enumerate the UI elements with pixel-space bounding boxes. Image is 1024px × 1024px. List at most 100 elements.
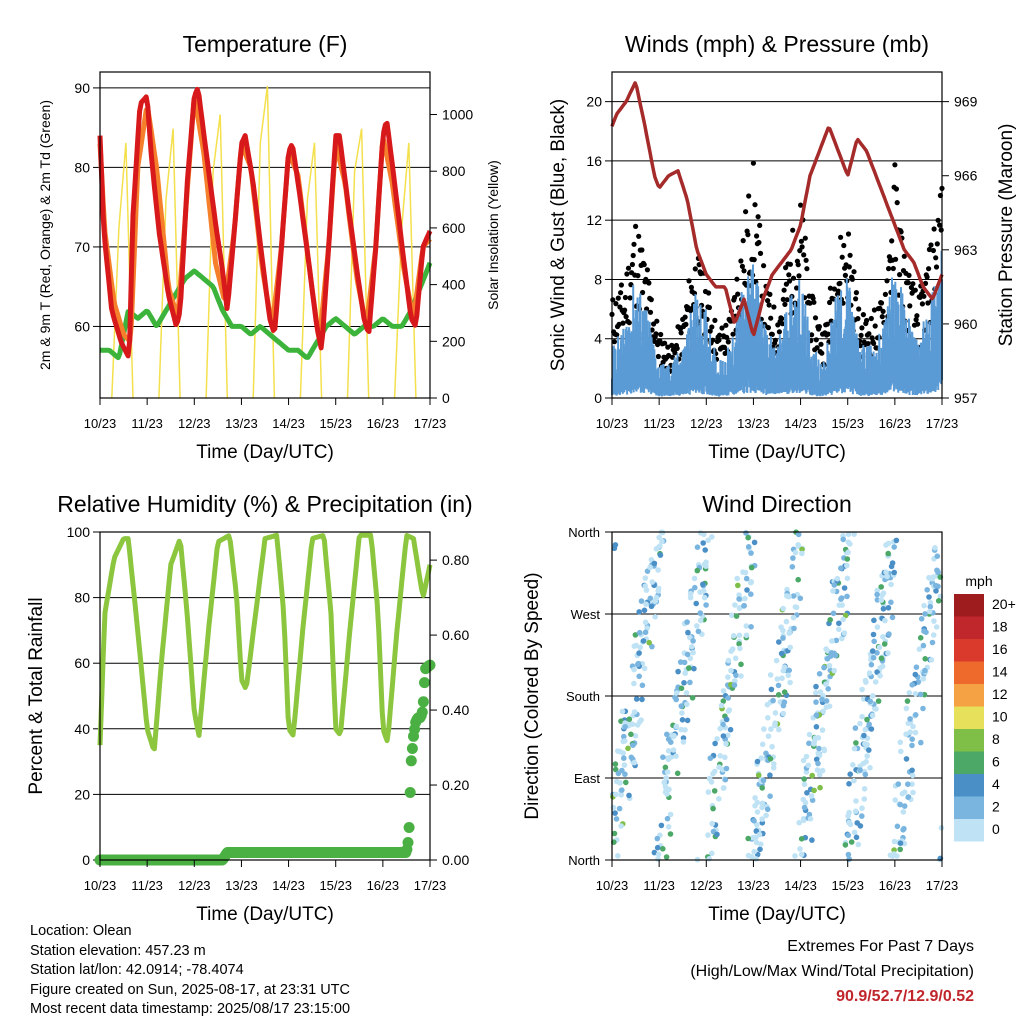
- direction-point: [702, 547, 708, 553]
- direction-point: [757, 846, 763, 853]
- direction-point: [795, 576, 801, 583]
- direction-point: [853, 798, 859, 804]
- direction-point: [797, 846, 803, 852]
- direction-point: [765, 733, 772, 739]
- gust-point: [730, 331, 736, 337]
- direction-point: [663, 854, 670, 860]
- direction-point: [785, 672, 792, 679]
- direction-point: [611, 830, 618, 837]
- gust-point: [686, 278, 692, 284]
- direction-point: [813, 690, 819, 696]
- y2-tick-label: 400: [442, 277, 466, 293]
- x-tick-label: 11/23: [643, 878, 675, 893]
- direction-point: [864, 753, 870, 759]
- gust-point: [719, 325, 725, 331]
- direction-point: [816, 771, 823, 778]
- direction-point: [853, 740, 859, 746]
- y-tick-label: 80: [74, 590, 90, 606]
- gust-point: [757, 222, 763, 228]
- legend-swatch: [954, 751, 984, 774]
- x-tick-label: 15/23: [831, 878, 864, 893]
- direction-point: [934, 567, 940, 574]
- direction-point: [792, 604, 799, 610]
- gust-point: [897, 272, 903, 278]
- gust-point: [678, 330, 684, 336]
- direction-point: [697, 610, 704, 616]
- direction-point: [857, 767, 863, 773]
- direction-point: [748, 564, 755, 571]
- gust-point: [919, 301, 926, 307]
- gust-point: [878, 300, 885, 306]
- gust-point: [786, 272, 792, 278]
- gust-point: [683, 321, 689, 327]
- direction-point: [664, 815, 671, 822]
- direction-point: [838, 565, 844, 571]
- direction-point: [614, 778, 620, 785]
- direction-point: [694, 623, 700, 629]
- direction-point: [751, 818, 757, 824]
- gust-point: [741, 268, 747, 274]
- y2-tick-label: 969: [954, 94, 978, 110]
- gust-point: [746, 193, 752, 199]
- y2-tick-label: 957: [954, 390, 978, 406]
- direction-point: [790, 614, 797, 621]
- x-tick-label: 17/23: [414, 878, 447, 893]
- gust-point: [841, 242, 847, 249]
- gust-point: [765, 298, 771, 304]
- direction-point: [711, 788, 718, 794]
- direction-point: [870, 693, 876, 699]
- direction-point: [813, 699, 819, 705]
- legend-label: 4: [992, 776, 1000, 792]
- direction-point: [631, 709, 638, 715]
- gust-point: [618, 290, 624, 296]
- direction-point: [622, 738, 628, 744]
- gust-point: [757, 250, 764, 256]
- direction-point: [770, 697, 776, 704]
- direction-point: [706, 856, 712, 862]
- direction-point: [758, 841, 764, 847]
- gust-point: [622, 294, 629, 301]
- gust-point: [915, 321, 921, 327]
- gust-point: [613, 301, 619, 307]
- plot-frame: [611, 531, 943, 861]
- direction-point: [901, 803, 908, 809]
- direction-point: [809, 772, 815, 779]
- direction-point: [885, 650, 891, 656]
- y-tick-label: North: [568, 853, 600, 868]
- direction-point: [667, 811, 674, 818]
- gust-point: [754, 233, 760, 239]
- direction-point: [825, 686, 831, 692]
- direction-point: [820, 708, 826, 715]
- gust-point: [882, 291, 889, 297]
- direction-point: [772, 720, 778, 726]
- direction-point: [871, 617, 877, 624]
- direction-point: [933, 588, 939, 594]
- direction-point: [687, 655, 694, 662]
- gust-point: [735, 291, 741, 297]
- direction-point: [846, 819, 852, 826]
- direction-point: [926, 608, 933, 615]
- direction-point: [797, 595, 804, 602]
- direction-point: [631, 759, 638, 766]
- direction-point: [626, 792, 632, 799]
- direction-point: [685, 629, 691, 636]
- direction-point: [860, 760, 867, 767]
- y-tick-label: West: [571, 607, 601, 622]
- direction-point: [786, 630, 792, 636]
- direction-point: [868, 726, 875, 732]
- direction-point: [693, 600, 699, 607]
- direction-point: [649, 579, 656, 585]
- direction-point: [826, 662, 833, 669]
- gust-point: [807, 300, 813, 306]
- gust-point: [732, 294, 738, 301]
- direction-point: [842, 842, 849, 848]
- precip-point: [416, 706, 428, 718]
- gust-point: [766, 302, 772, 308]
- direction-point: [642, 619, 649, 626]
- direction-point: [780, 627, 786, 634]
- direction-point: [641, 665, 648, 672]
- direction-point: [722, 776, 729, 783]
- direction-point: [700, 581, 706, 588]
- direction-point: [737, 645, 743, 652]
- gust-point: [750, 160, 757, 166]
